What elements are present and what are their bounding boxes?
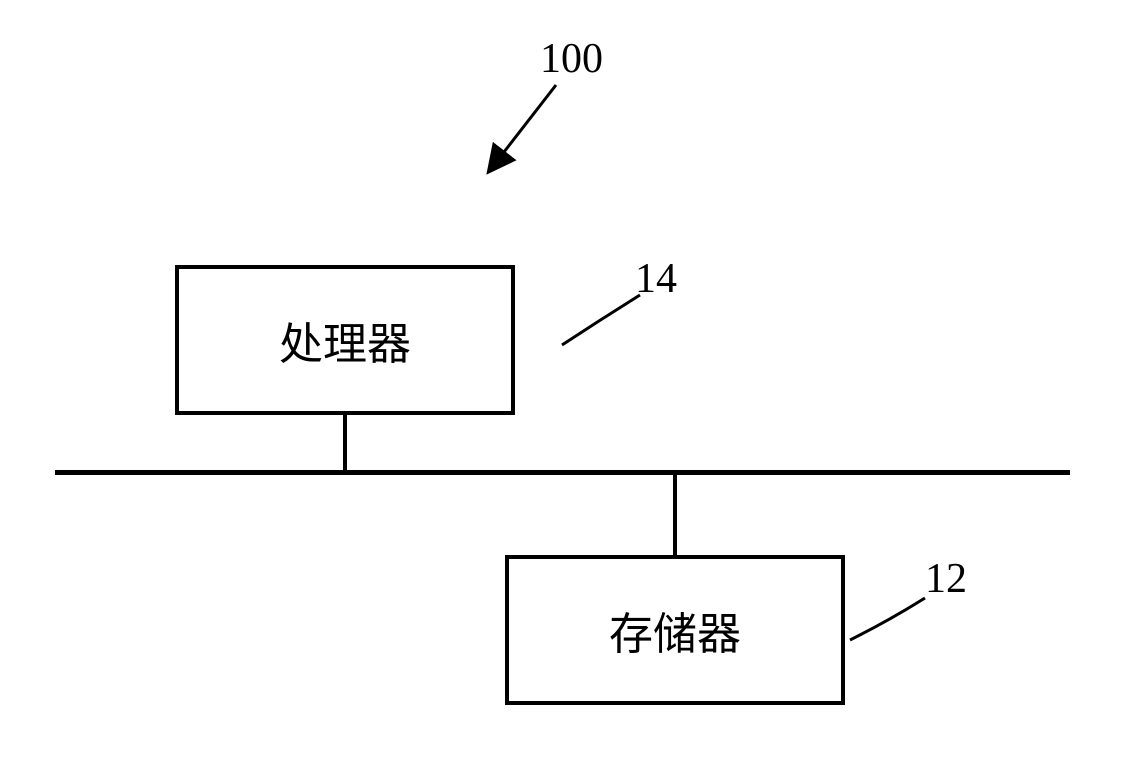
block-diagram: 100 处理器 14 存储器 12: [0, 0, 1137, 783]
memory-leader-line: [0, 0, 1137, 783]
